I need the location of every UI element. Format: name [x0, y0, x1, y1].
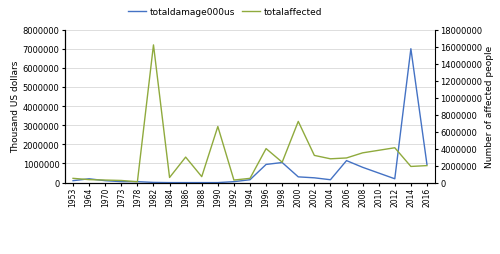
totalaffected — [134, 181, 140, 184]
totalaffected — [279, 161, 285, 164]
totalaffected — [312, 154, 318, 157]
totalaffected — [392, 147, 398, 150]
totaldamage000us — [215, 181, 221, 184]
totalaffected — [263, 148, 269, 151]
totaldamage000us — [392, 178, 398, 181]
totalaffected — [247, 177, 253, 180]
totaldamage000us — [344, 160, 349, 163]
totaldamage000us — [279, 161, 285, 164]
totalaffected — [408, 165, 414, 168]
totalaffected — [424, 164, 430, 167]
totalaffected — [360, 152, 366, 155]
totalaffected — [150, 44, 156, 47]
totaldamage000us — [263, 163, 269, 166]
totaldamage000us — [86, 178, 92, 181]
Legend: totaldamage000us, totalaffected: totaldamage000us, totalaffected — [124, 5, 326, 21]
Y-axis label: Number of affected people: Number of affected people — [486, 46, 494, 168]
totalaffected — [328, 158, 334, 161]
totaldamage000us — [118, 180, 124, 183]
totalaffected — [376, 149, 382, 152]
Line: totalaffected: totalaffected — [73, 46, 427, 182]
totaldamage000us — [296, 176, 302, 179]
totaldamage000us — [247, 179, 253, 182]
totaldamage000us — [182, 181, 188, 184]
totaldamage000us — [134, 180, 140, 183]
totaldamage000us — [198, 181, 204, 184]
totalaffected — [231, 179, 237, 182]
totalaffected — [86, 178, 92, 181]
totaldamage000us — [312, 177, 318, 180]
Y-axis label: Thousand US dollars: Thousand US dollars — [11, 61, 20, 153]
totaldamage000us — [360, 166, 366, 169]
totalaffected — [296, 120, 302, 123]
totalaffected — [344, 157, 349, 160]
totaldamage000us — [231, 180, 237, 183]
totaldamage000us — [376, 172, 382, 175]
totalaffected — [70, 177, 76, 180]
totaldamage000us — [150, 181, 156, 184]
totalaffected — [198, 176, 204, 179]
totalaffected — [215, 125, 221, 129]
totaldamage000us — [70, 179, 76, 182]
totaldamage000us — [408, 48, 414, 51]
totalaffected — [182, 156, 188, 159]
totalaffected — [166, 176, 172, 179]
totalaffected — [102, 179, 108, 182]
Line: totaldamage000us: totaldamage000us — [73, 50, 427, 183]
totaldamage000us — [166, 181, 172, 184]
totalaffected — [118, 179, 124, 182]
totaldamage000us — [328, 179, 334, 182]
totaldamage000us — [102, 179, 108, 182]
totaldamage000us — [424, 163, 430, 166]
